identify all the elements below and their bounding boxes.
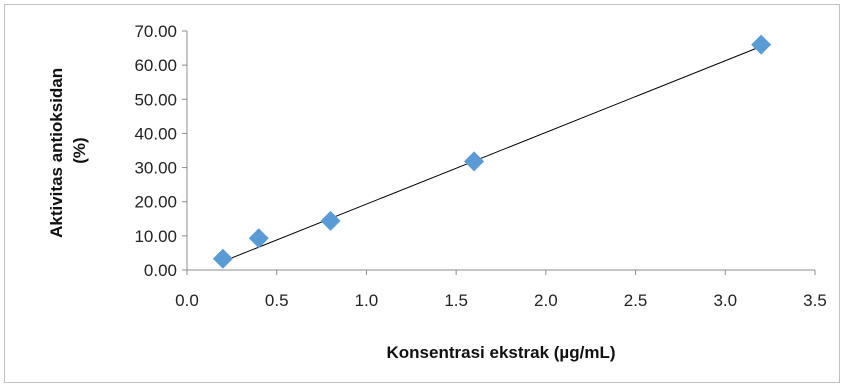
- x-tick-label: 2.5: [624, 291, 648, 310]
- data-points: [212, 34, 772, 269]
- x-axis-title: Konsentrasi ekstrak (µg/mL): [387, 343, 616, 362]
- y-axis-title-line-1: Aktivitas antioksidan: [47, 68, 66, 238]
- y-axis-title-line-2: (%): [70, 137, 89, 163]
- axes: [186, 31, 815, 271]
- data-point-diamond: [212, 248, 233, 269]
- x-ticks: 0.0 0.5 1.0 1.5 2.0 2.5 3.0 3.5: [175, 270, 827, 310]
- data-point-diamond: [464, 151, 485, 172]
- y-ticks: 0.00 10.00 20.00 30.00 40.00 50.00 60.00 70.00: [134, 22, 187, 280]
- data-point-diamond: [248, 228, 269, 249]
- data-point-diamond: [751, 34, 772, 55]
- y-tick-label: 40.00: [134, 124, 177, 143]
- x-tick-label: 3.0: [713, 291, 737, 310]
- chart-frame: [4, 4, 840, 383]
- y-tick-label: 60.00: [134, 56, 177, 75]
- y-tick-label: 70.00: [134, 22, 177, 41]
- x-tick-label: 0.5: [265, 291, 289, 310]
- y-tick-label: 20.00: [134, 193, 177, 212]
- x-tick-label: 1.5: [444, 291, 468, 310]
- data-point-diamond: [320, 210, 341, 231]
- y-tick-label: 10.00: [134, 227, 177, 246]
- linear-trendline: [222, 45, 762, 262]
- y-axis-title: Aktivitas antioksidan (%): [47, 63, 89, 238]
- x-tick-label: 3.5: [803, 291, 827, 310]
- y-tick-label: 30.00: [134, 159, 177, 178]
- x-tick-label: 1.0: [355, 291, 379, 310]
- x-tick-label: 0.0: [175, 291, 199, 310]
- x-tick-label: 2.0: [534, 291, 558, 310]
- y-tick-label: 0.00: [144, 261, 177, 280]
- y-tick-label: 50.00: [134, 90, 177, 109]
